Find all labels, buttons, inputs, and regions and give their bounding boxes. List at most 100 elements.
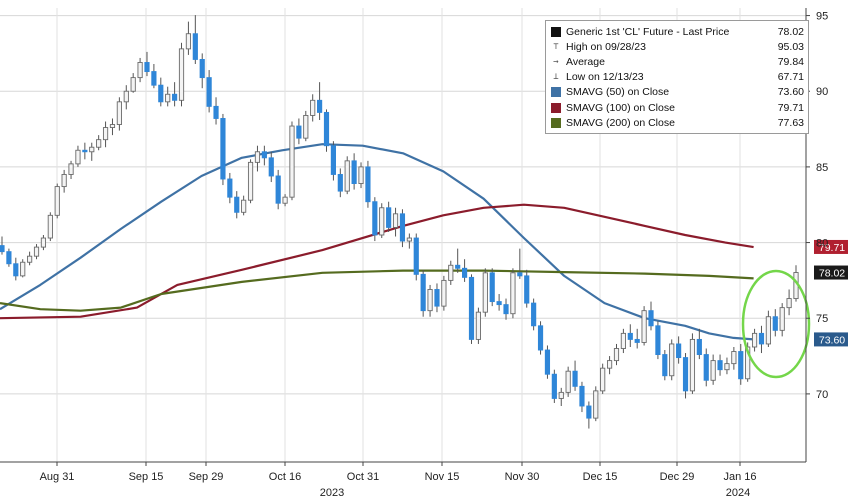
candle-body-down [434, 289, 440, 307]
average-marker-icon: → [553, 56, 559, 67]
candle-body-down [144, 62, 150, 73]
candle-body-down [738, 351, 744, 380]
candle [102, 121, 109, 148]
candle [406, 233, 412, 249]
candle-body-down [275, 175, 281, 204]
candle-body-up [137, 62, 143, 79]
candle [717, 354, 723, 376]
candle [696, 328, 702, 360]
candle [510, 268, 516, 319]
candle-body-up [310, 99, 316, 116]
x-tick-label: Nov 30 [505, 471, 540, 483]
candle-body-down [6, 251, 12, 265]
candle [544, 345, 551, 379]
candle [123, 85, 129, 110]
candle [379, 203, 385, 239]
value-tag-box [814, 332, 848, 347]
candles [0, 15, 799, 429]
candle-body-up [116, 101, 122, 125]
candle [537, 321, 544, 355]
candle [641, 306, 647, 346]
candle-body-up [751, 332, 758, 348]
year-label: 2024 [726, 487, 750, 499]
candle [151, 63, 157, 89]
legend-value: 73.60 [777, 86, 804, 99]
legend-label: SMAVG (100) on Close [566, 101, 675, 114]
candle-body-down [627, 332, 633, 340]
moving-average-lines [0, 143, 754, 341]
candle [158, 77, 164, 107]
candle-body-down [158, 84, 164, 103]
legend-key-sma200 [550, 117, 562, 128]
y-tick-label: 90 [816, 86, 828, 98]
x-tick-label: Oct 16 [269, 471, 301, 483]
candle-body-up [20, 261, 26, 277]
candle-body-down [634, 338, 640, 343]
candle-body-down [717, 360, 723, 371]
candle [531, 298, 537, 331]
candle-body-up [123, 90, 129, 103]
candle-body-down [234, 196, 240, 213]
candle-body-down [551, 373, 557, 399]
candle [779, 303, 785, 337]
candle [282, 194, 288, 207]
legend-row-sma200: SMAVG (200) on Close 77.63 [550, 115, 804, 130]
candle-body-up [441, 279, 447, 307]
candle [6, 248, 12, 267]
candle-body-down [537, 325, 544, 351]
candle-body-up [600, 367, 606, 392]
candle-body-down [82, 149, 88, 153]
candle [434, 283, 440, 313]
candle-body-down [386, 207, 392, 228]
candle-body-down [496, 301, 502, 306]
annotations: 79.71 78.02 73.60 [741, 239, 848, 379]
x-tick-label: Oct 31 [347, 471, 379, 483]
candle [772, 309, 778, 337]
candle-body-up [606, 360, 613, 369]
candle-body-down [413, 237, 419, 275]
candle-body-up [33, 246, 40, 257]
series-line [0, 143, 754, 341]
candle-body-up [510, 272, 516, 315]
x-tick-label: Aug 31 [40, 471, 75, 483]
legend-label: Average [566, 55, 605, 68]
candle [47, 212, 53, 242]
legend-key-sma100 [550, 102, 562, 113]
candle-body-down [323, 111, 330, 147]
candle-body-down [579, 385, 585, 407]
candle-body-up [786, 298, 792, 309]
candle [261, 145, 267, 166]
legend: Generic 1st 'CL' Future - Last Price 78.… [545, 20, 809, 135]
candle-body-down [503, 304, 509, 315]
candle [54, 183, 60, 219]
value-tag: 73.60 [814, 332, 848, 347]
candle-body-up [392, 213, 399, 228]
candle-body-down [572, 370, 578, 387]
legend-label: Generic 1st 'CL' Future - Last Price [566, 25, 730, 38]
candle-body-up [475, 311, 481, 340]
candle [593, 386, 599, 422]
candle [268, 151, 274, 183]
candle [323, 109, 330, 152]
candle-body-down [261, 151, 267, 159]
legend-row-low: ⊥ Low on 12/13/23 67.71 [550, 70, 804, 85]
candle [648, 301, 654, 331]
candle-body-up [68, 163, 74, 175]
candle [524, 269, 530, 308]
candle [27, 251, 33, 266]
candle-body-down [192, 33, 198, 60]
candle-body-down [544, 349, 551, 375]
candle [337, 168, 343, 198]
candle [613, 343, 620, 366]
candle [392, 207, 399, 237]
candle-body-down [317, 99, 323, 113]
candle-body-up [102, 127, 109, 141]
candle [96, 135, 102, 151]
candle [475, 307, 481, 344]
candle-body-up [89, 146, 95, 153]
candle-body-down [586, 405, 592, 419]
candle [710, 354, 716, 385]
candle [386, 201, 392, 232]
candle [75, 145, 81, 167]
candle [213, 97, 219, 125]
